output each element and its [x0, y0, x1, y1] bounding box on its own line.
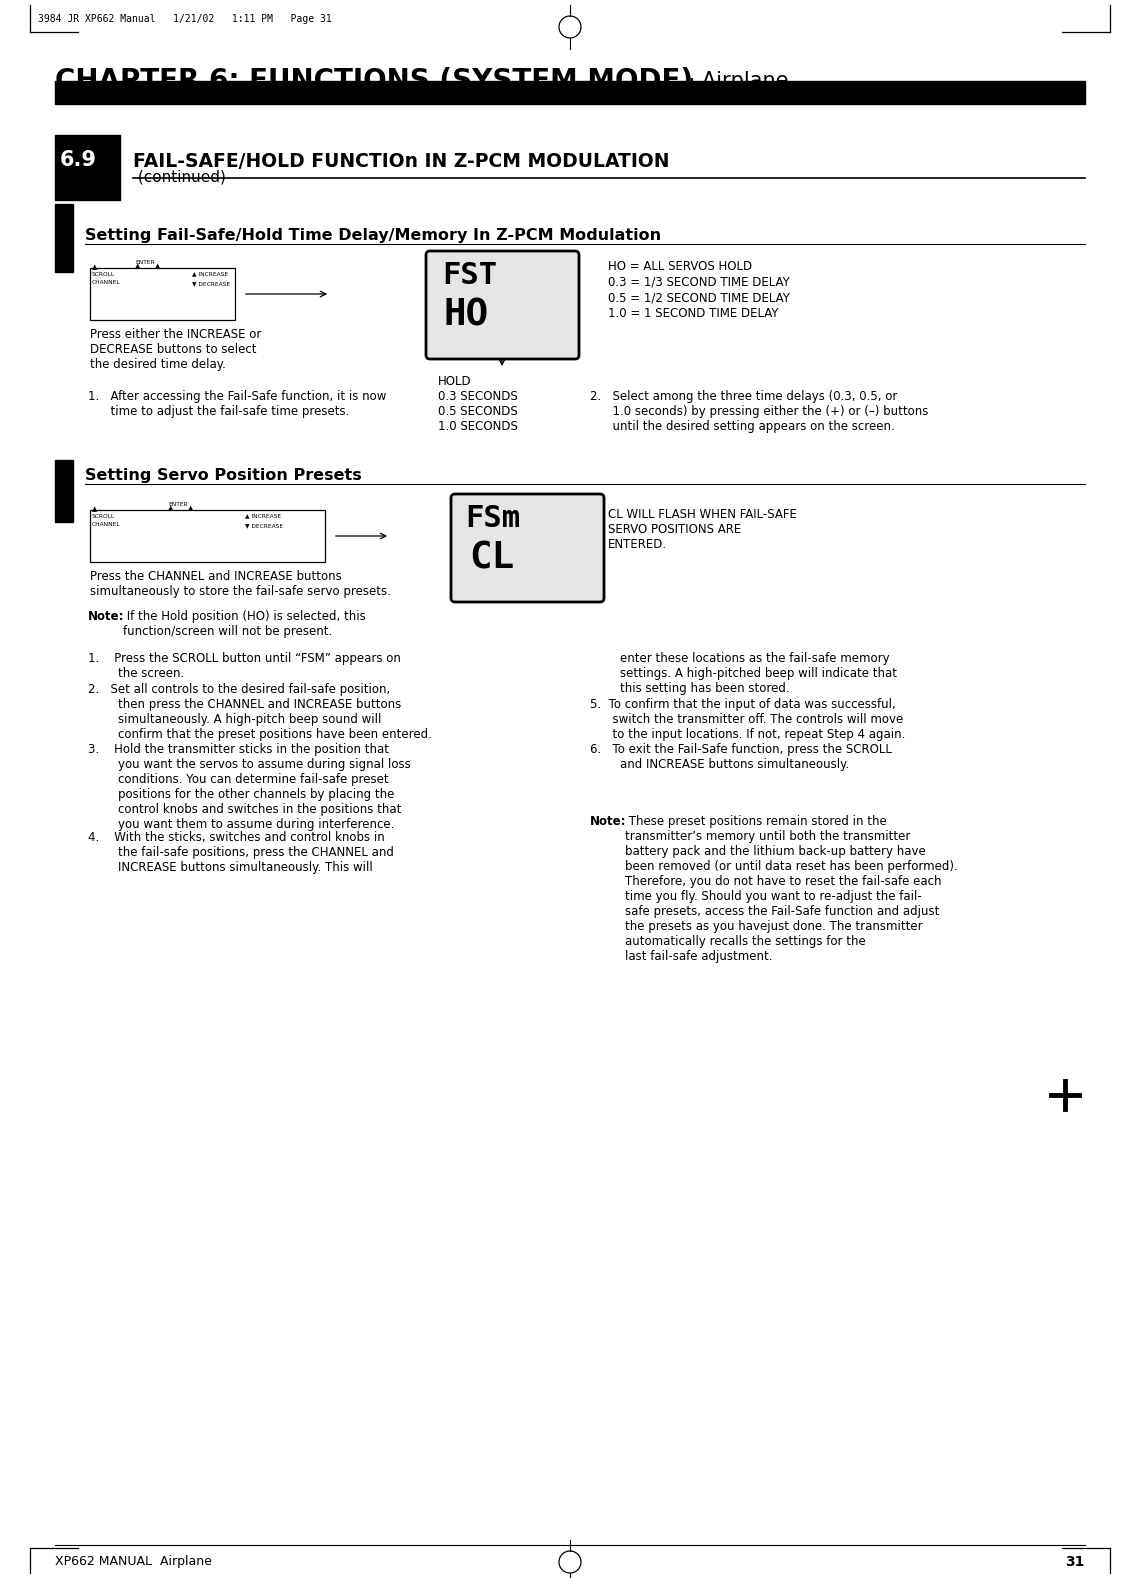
- Text: Press either the INCREASE or
DECREASE buttons to select
the desired time delay.: Press either the INCREASE or DECREASE bu…: [90, 328, 261, 371]
- Text: CHAPTER 6: FUNCTIONS (SYSTEM MODE): CHAPTER 6: FUNCTIONS (SYSTEM MODE): [55, 66, 693, 95]
- Text: 3984 JR XP662 Manual   1/21/02   1:11 PM   Page 31: 3984 JR XP662 Manual 1/21/02 1:11 PM Pag…: [38, 14, 332, 24]
- Text: 6.9: 6.9: [60, 150, 97, 170]
- Text: 2.   Set all controls to the desired fail-safe position,
        then press the : 2. Set all controls to the desired fail-…: [88, 683, 432, 742]
- Text: ▲: ▲: [168, 505, 173, 511]
- Text: ▲ INCREASE: ▲ INCREASE: [245, 513, 282, 518]
- Text: FSm: FSm: [465, 503, 520, 533]
- Text: CHANNEL: CHANNEL: [92, 279, 121, 286]
- Text: 1.   After accessing the Fail-Safe function, it is now
      time to adjust the : 1. After accessing the Fail-Safe functio…: [88, 390, 386, 418]
- Text: CHANNEL: CHANNEL: [92, 522, 121, 527]
- Text: 6.   To exit the Fail-Safe function, press the SCROLL
        and INCREASE butto: 6. To exit the Fail-Safe function, press…: [591, 743, 891, 772]
- Text: 31: 31: [1066, 1554, 1085, 1569]
- Text: HO = ALL SERVOS HOLD: HO = ALL SERVOS HOLD: [608, 260, 752, 273]
- Text: ▲: ▲: [92, 264, 97, 270]
- Bar: [55, 80, 1085, 104]
- Text: Note:: Note:: [591, 814, 627, 828]
- FancyBboxPatch shape: [451, 494, 604, 601]
- Text: FST: FST: [442, 260, 497, 290]
- Text: HOLD
0.3 SECONDS
0.5 SECONDS
1.0 SECONDS: HOLD 0.3 SECONDS 0.5 SECONDS 1.0 SECONDS: [438, 376, 518, 432]
- Text: (continued): (continued): [133, 169, 226, 185]
- Text: SCROLL: SCROLL: [92, 271, 115, 278]
- Text: 4.    With the sticks, switches and control knobs in
        the fail-safe posit: 4. With the sticks, switches and control…: [88, 832, 394, 874]
- Text: Setting Servo Position Presets: Setting Servo Position Presets: [86, 469, 361, 483]
- Text: Press the CHANNEL and INCREASE buttons
simultaneously to store the fail-safe ser: Press the CHANNEL and INCREASE buttons s…: [90, 570, 391, 598]
- Text: SCROLL: SCROLL: [92, 514, 115, 519]
- Bar: [90, 268, 235, 320]
- Text: 1.    Press the SCROLL button until “FSM” appears on
        the screen.: 1. Press the SCROLL button until “FSM” a…: [88, 652, 401, 680]
- Text: 3.    Hold the transmitter sticks in the position that
        you want the serv: 3. Hold the transmitter sticks in the po…: [88, 743, 410, 832]
- Text: ENTER: ENTER: [136, 260, 155, 265]
- Text: These preset positions remain stored in the
transmitter’s memory until both the : These preset positions remain stored in …: [625, 814, 958, 963]
- Text: HO: HO: [443, 297, 489, 333]
- Text: ▲: ▲: [155, 264, 161, 268]
- Text: ENTER: ENTER: [169, 502, 188, 507]
- Text: If the Hold position (HO) is selected, this
function/screen will not be present.: If the Hold position (HO) is selected, t…: [123, 611, 366, 638]
- Bar: [55, 461, 73, 522]
- Text: XP662 MANUAL  Airplane: XP662 MANUAL Airplane: [55, 1554, 212, 1569]
- Text: 5.  To confirm that the input of data was successful,
      switch the transmitt: 5. To confirm that the input of data was…: [591, 697, 905, 740]
- Text: ▲: ▲: [135, 264, 140, 268]
- Text: Note:: Note:: [88, 611, 124, 623]
- FancyBboxPatch shape: [426, 251, 579, 360]
- Text: · Airplane: · Airplane: [682, 71, 789, 92]
- Text: 1.0 = 1 SECOND TIME DELAY: 1.0 = 1 SECOND TIME DELAY: [608, 306, 779, 319]
- Text: ▲: ▲: [92, 507, 97, 511]
- Text: enter these locations as the fail-safe memory
        settings. A high-pitched b: enter these locations as the fail-safe m…: [591, 652, 897, 694]
- Bar: [55, 136, 120, 200]
- Text: ▲: ▲: [188, 505, 194, 511]
- Text: 0.3 = 1/3 SECOND TIME DELAY: 0.3 = 1/3 SECOND TIME DELAY: [608, 276, 790, 289]
- Text: ▼ DECREASE: ▼ DECREASE: [192, 281, 230, 286]
- Text: CL: CL: [469, 540, 514, 576]
- Text: ▲ INCREASE: ▲ INCREASE: [192, 271, 228, 276]
- Text: 2.   Select among the three time delays (0.3, 0.5, or
      1.0 seconds) by pres: 2. Select among the three time delays (0…: [591, 390, 928, 432]
- Text: ▼ DECREASE: ▼ DECREASE: [245, 522, 283, 529]
- Text: CL WILL FLASH WHEN FAIL-SAFE
SERVO POSITIONS ARE
ENTERED.: CL WILL FLASH WHEN FAIL-SAFE SERVO POSIT…: [608, 508, 797, 551]
- Text: Setting Fail-Safe/Hold Time Delay/Memory In Z-PCM Modulation: Setting Fail-Safe/Hold Time Delay/Memory…: [86, 227, 661, 243]
- Text: FAIL-SAFE/HOLD FUNCTIOn IN Z-PCM MODULATION: FAIL-SAFE/HOLD FUNCTIOn IN Z-PCM MODULAT…: [133, 151, 669, 170]
- Bar: [90, 510, 325, 562]
- Text: 0.5 = 1/2 SECOND TIME DELAY: 0.5 = 1/2 SECOND TIME DELAY: [608, 290, 790, 305]
- Bar: [55, 204, 73, 271]
